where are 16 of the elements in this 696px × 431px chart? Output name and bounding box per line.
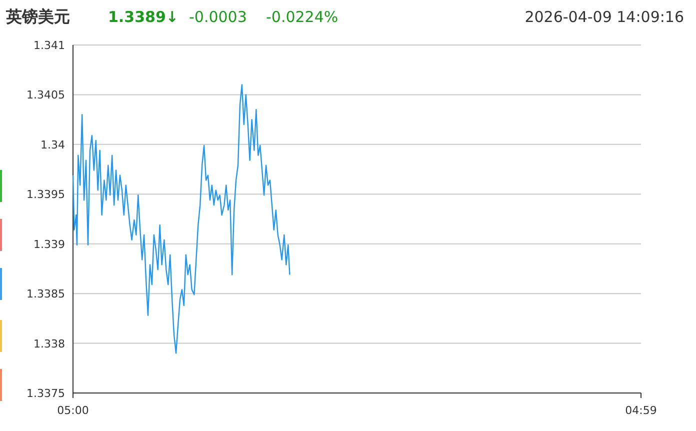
line-series xyxy=(72,84,290,354)
y-tick-label: 1.3385 xyxy=(26,288,65,301)
text: 1.3389↓ xyxy=(108,8,178,26)
x-tick-label: 05:00 xyxy=(57,404,89,417)
chart-title: 英镑美元 xyxy=(5,7,70,26)
y-tick-label: 1.34 xyxy=(40,138,65,152)
text: -0.0003 xyxy=(189,8,247,26)
y-tick-label: 1.341 xyxy=(34,39,65,52)
x-tick-label: 04:59 xyxy=(625,404,657,417)
y-tick-label: 1.3405 xyxy=(26,88,65,102)
y-tick-label: 1.3395 xyxy=(26,188,65,202)
text: -0.0224% xyxy=(266,8,338,26)
y-tick-label: 1.338 xyxy=(34,337,65,350)
y-tick-label: 1.3375 xyxy=(26,387,65,400)
text: 2026-04-09 14:09:16 xyxy=(524,8,684,26)
y-tick-label: 1.339 xyxy=(34,238,65,251)
